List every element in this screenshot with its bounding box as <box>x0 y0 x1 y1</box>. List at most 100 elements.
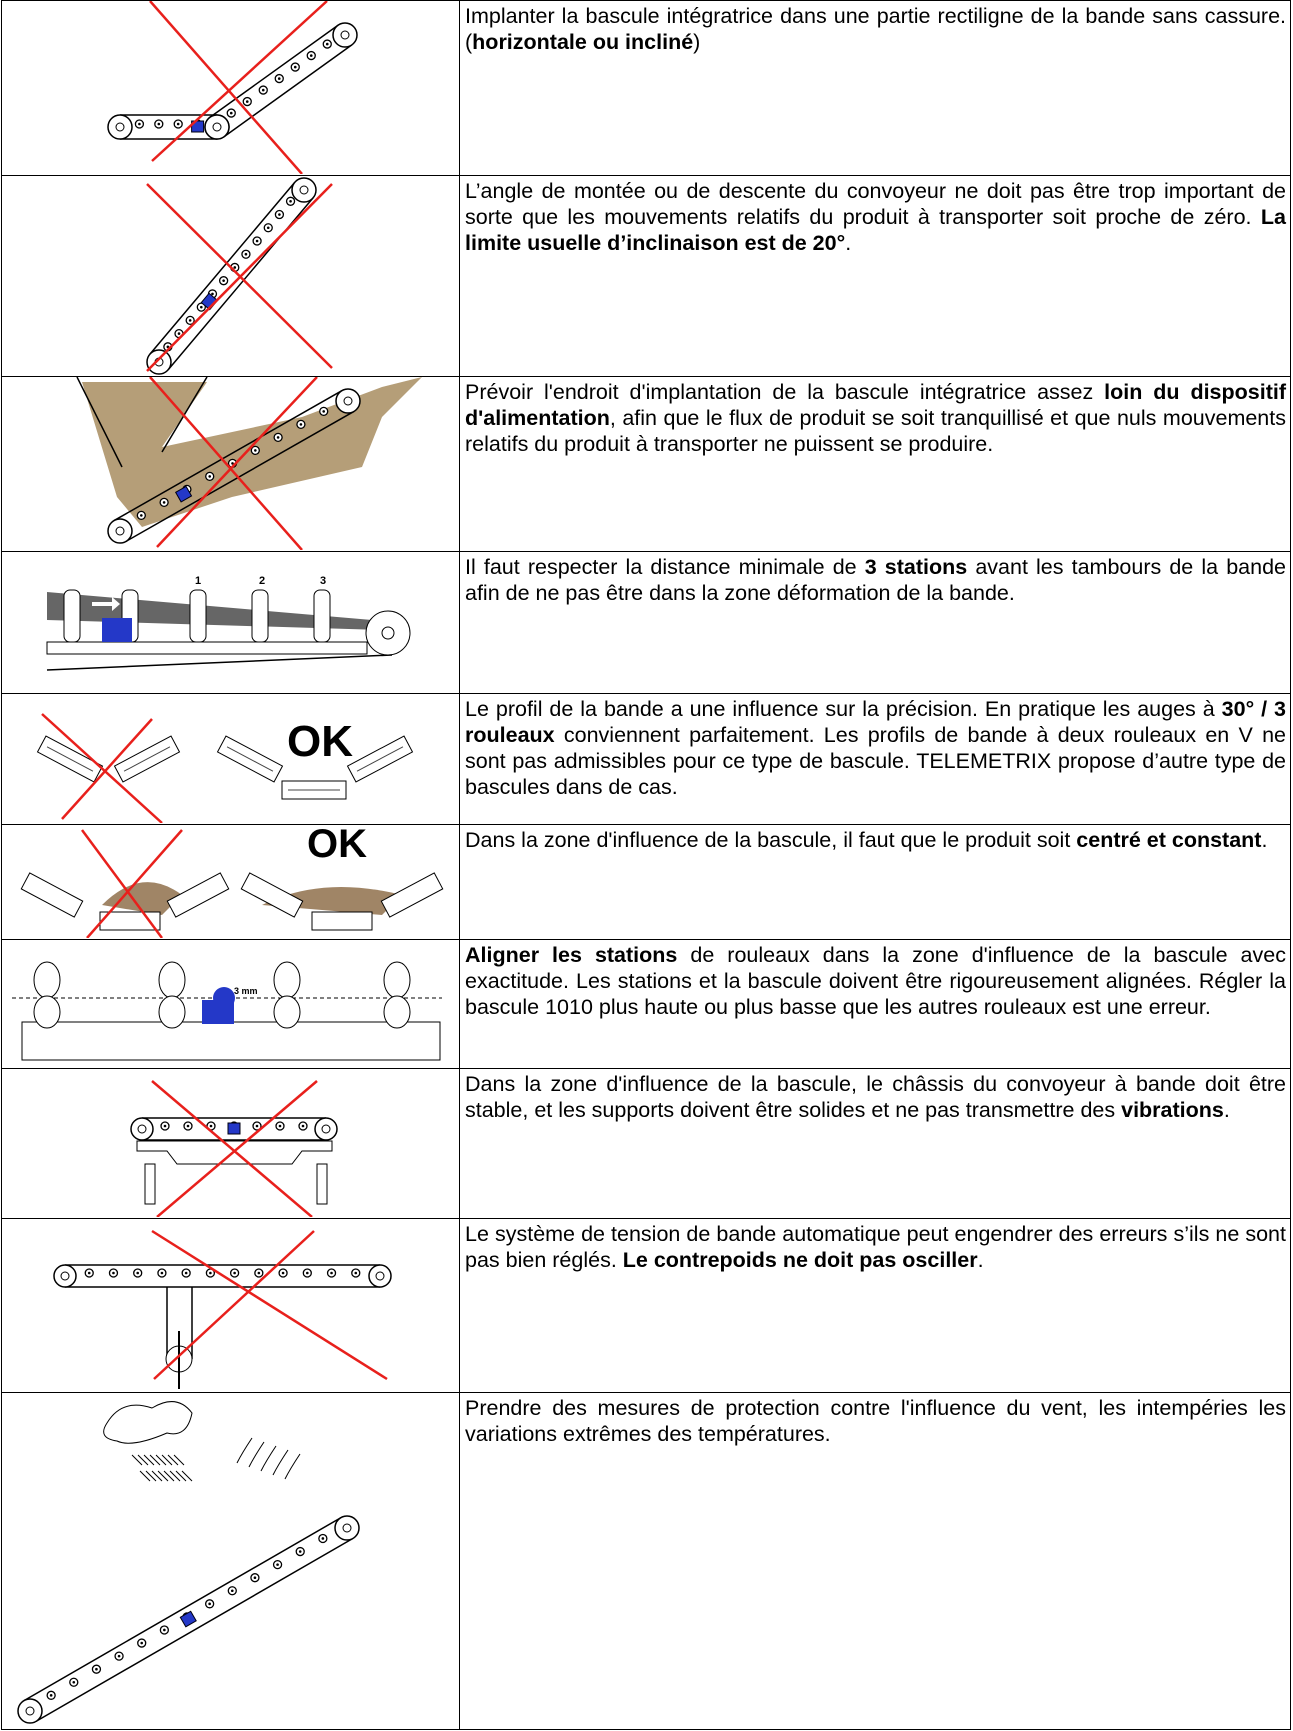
roller-axle <box>255 239 259 243</box>
red-cross <box>153 1230 315 1380</box>
roller-axle <box>138 122 141 126</box>
figure <box>107 1 358 174</box>
belt <box>35 1537 354 1723</box>
figure-cell <box>1 175 460 377</box>
figure <box>146 177 333 375</box>
pulley-hub <box>25 1706 35 1716</box>
weigh-idler <box>174 485 193 503</box>
pulley <box>314 1117 338 1141</box>
figure: OK <box>36 713 414 823</box>
roller-axle <box>321 1537 325 1540</box>
text-run: avant les tambours de la bande afin de n… <box>465 555 1286 605</box>
cloud <box>103 1401 193 1444</box>
roller-axle <box>245 100 249 103</box>
row-text: Il faut respecter la distance minimale d… <box>459 551 1291 694</box>
row: OK Le profil de la bande a une influence… <box>1 693 1291 825</box>
roller-axle <box>299 423 303 426</box>
text-run: . <box>977 1248 984 1272</box>
rain <box>167 1454 179 1466</box>
figure: 1 2 3 <box>46 575 411 671</box>
belt <box>46 654 393 671</box>
roller-axle <box>157 122 161 126</box>
red-cross <box>151 1 328 162</box>
roller-axle <box>293 65 297 69</box>
station <box>313 589 331 643</box>
frame <box>46 641 368 655</box>
roller-axle <box>188 319 192 322</box>
wind <box>284 1453 301 1480</box>
row: Prendre des mesures de protection contre… <box>1 1392 1291 1730</box>
rain <box>131 1454 143 1466</box>
roller-axle <box>140 1641 144 1645</box>
pulley-hub <box>321 1124 331 1134</box>
roller <box>383 995 411 1029</box>
belt <box>23 1516 342 1702</box>
roller-axle <box>231 462 234 465</box>
red-cross <box>151 1229 388 1381</box>
roller-axle <box>209 1124 213 1128</box>
row-text: Dans la zone d'influence de la bascule, … <box>459 824 1291 940</box>
bold-text: centré et constant <box>1076 828 1262 852</box>
roller-axle <box>163 1628 166 1632</box>
roller-axle <box>277 77 281 80</box>
roller-axle <box>301 1124 305 1128</box>
bold-text: 30° / 3 rouleaux <box>465 697 1287 747</box>
figure-cell <box>1 1392 460 1730</box>
weigh-idler <box>213 987 235 1009</box>
red-cross <box>156 377 318 548</box>
roller-axle <box>255 1124 259 1128</box>
idler-roll <box>240 872 304 918</box>
rain <box>155 1454 167 1466</box>
pulley <box>335 388 361 414</box>
text-run: Le profil de la bande a une influence su… <box>465 697 1222 721</box>
row-text: L’angle de montée ou de descente du conv… <box>459 175 1291 377</box>
wind <box>248 1441 265 1468</box>
rain <box>151 1470 163 1482</box>
roller-axle <box>208 475 212 478</box>
roller-axle <box>186 1124 190 1128</box>
figure-cell: OK <box>1 824 460 940</box>
text-run: . <box>1261 828 1268 852</box>
figure-cell <box>1 0 460 176</box>
roller-axle <box>330 1271 333 1275</box>
rain <box>139 1470 151 1482</box>
rain <box>163 1470 175 1482</box>
pulley-hub <box>340 30 350 40</box>
figure-cell <box>1 1068 460 1219</box>
weigh-idler <box>227 1122 241 1135</box>
red-cross <box>151 1080 313 1217</box>
roller-axle <box>222 279 225 282</box>
roller-axle <box>276 1563 279 1566</box>
rain <box>143 1454 155 1466</box>
red-cross <box>149 1 303 174</box>
line <box>76 377 123 468</box>
bold-text: La limite usuelle d’inclinaison est de 2… <box>465 205 1286 255</box>
roll-axis <box>123 746 171 772</box>
roller <box>273 995 301 1029</box>
figure: 3 mm <box>12 961 442 1061</box>
figure <box>53 1229 392 1389</box>
roller-axle <box>112 1271 115 1275</box>
weigh-idler <box>179 1610 197 1628</box>
roller-axle <box>254 449 257 452</box>
roll-axis <box>226 746 274 772</box>
bold-text: horizontale ou incliné <box>472 30 694 54</box>
roller <box>158 995 186 1029</box>
pulley <box>107 114 133 140</box>
text-run: Prendre des mesures de protection contre… <box>465 1396 1286 1446</box>
roller-axle <box>276 436 280 439</box>
leg <box>316 1163 328 1205</box>
wind <box>272 1449 289 1476</box>
roller-axle <box>253 1576 257 1579</box>
pulley <box>53 1264 77 1288</box>
roller-axle <box>117 1654 121 1658</box>
figure: OK <box>20 825 444 938</box>
roller-axle <box>278 213 281 216</box>
bold-text: loin du dispositif d'alimentation <box>465 380 1286 430</box>
wind <box>260 1445 277 1472</box>
roller <box>158 961 186 999</box>
station-label: 3 <box>320 575 326 587</box>
pulley-hub <box>115 122 125 132</box>
roller-axle <box>233 1271 236 1275</box>
pulley <box>334 1515 360 1541</box>
